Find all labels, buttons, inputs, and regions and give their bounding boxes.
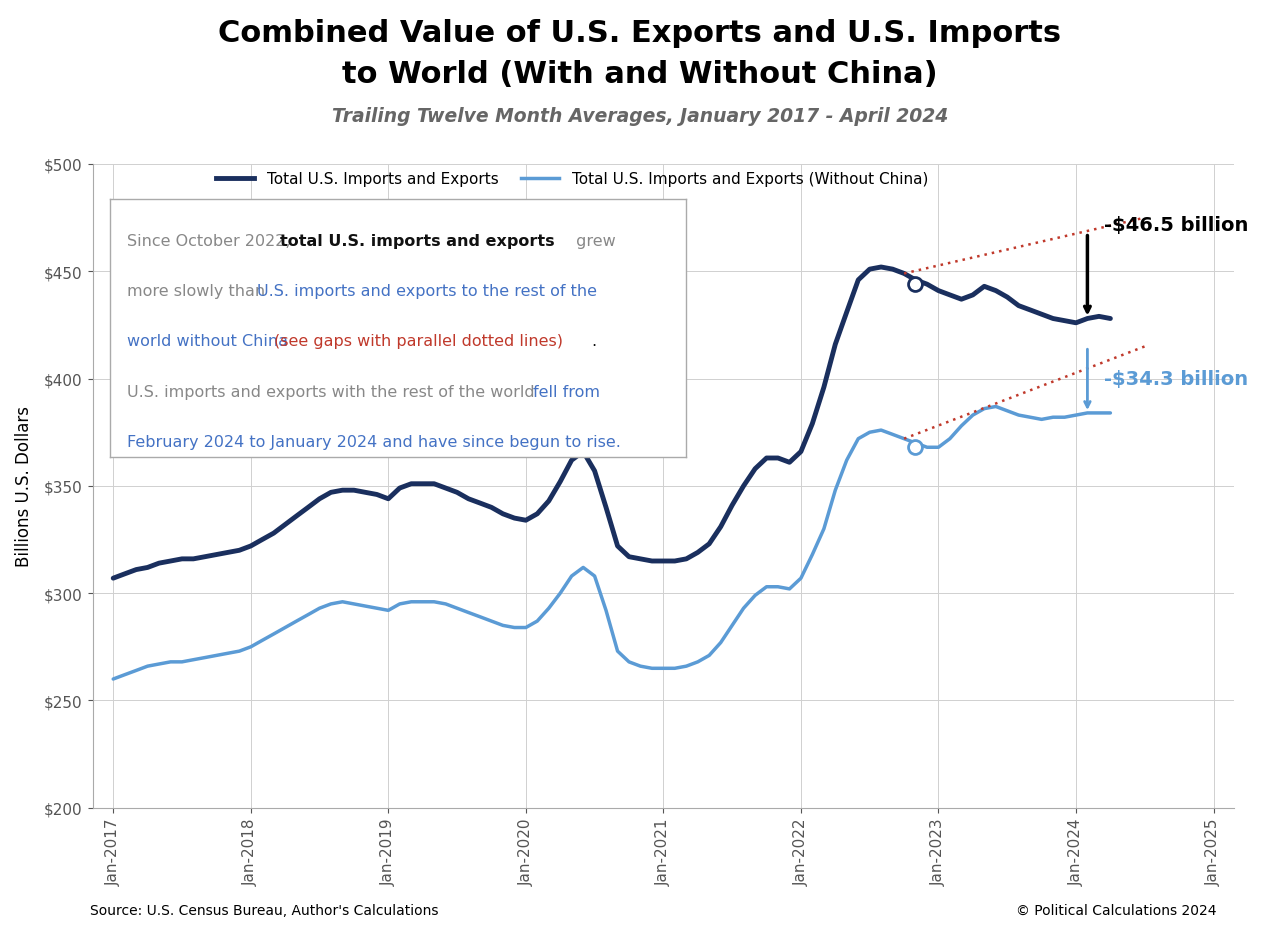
Text: Trailing Twelve Month Averages, January 2017 - April 2024: Trailing Twelve Month Averages, January …	[332, 107, 948, 125]
Text: Combined Value of U.S. Exports and U.S. Imports: Combined Value of U.S. Exports and U.S. …	[219, 19, 1061, 47]
Legend: Total U.S. Imports and Exports, Total U.S. Imports and Exports (Without China): Total U.S. Imports and Exports, Total U.…	[210, 166, 934, 193]
Text: -$46.5 billion: -$46.5 billion	[1103, 215, 1248, 235]
Text: to World (With and Without China): to World (With and Without China)	[342, 60, 938, 89]
Text: Source: U.S. Census Bureau, Author's Calculations: Source: U.S. Census Bureau, Author's Cal…	[90, 903, 438, 917]
Text: © Political Calculations 2024: © Political Calculations 2024	[1015, 903, 1216, 917]
Y-axis label: Billions U.S. Dollars: Billions U.S. Dollars	[15, 406, 33, 567]
Text: -$34.3 billion: -$34.3 billion	[1103, 369, 1248, 389]
